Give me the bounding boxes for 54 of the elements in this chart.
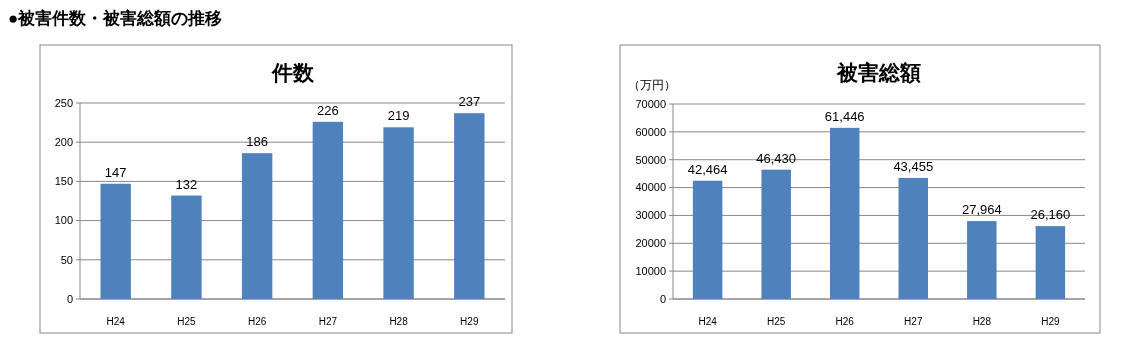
x-tick-label: H26 bbox=[247, 316, 267, 327]
x-tick-label: H24 bbox=[106, 316, 126, 327]
y-tick-label: 50000 bbox=[635, 153, 666, 166]
y-tick-label: 250 bbox=[54, 96, 73, 109]
chart-title: 件数 bbox=[270, 61, 315, 84]
bar bbox=[100, 183, 131, 299]
y-tick-label: 60000 bbox=[635, 125, 666, 138]
text: ●被害件数・被害総額の推移 bbox=[8, 9, 223, 28]
bar bbox=[454, 113, 485, 299]
x-tick-label: H27 bbox=[904, 316, 923, 327]
data-label: 219 bbox=[387, 108, 410, 124]
y-tick-label: 100 bbox=[54, 214, 73, 227]
data-label: 27,964 bbox=[961, 202, 1002, 218]
bar bbox=[383, 127, 414, 299]
data-label: 186 bbox=[246, 134, 268, 150]
bar bbox=[967, 221, 997, 299]
data-label: 147 bbox=[104, 164, 127, 180]
y-axis-title: （万円） bbox=[628, 78, 676, 92]
x-tick-label: H25 bbox=[177, 316, 197, 327]
bar bbox=[312, 121, 344, 299]
bar bbox=[1035, 226, 1066, 299]
y-tick-label: 40000 bbox=[635, 181, 666, 194]
data-label: 226 bbox=[317, 102, 339, 118]
bar bbox=[829, 127, 860, 299]
y-tick-label: 0 bbox=[66, 292, 73, 305]
data-label: 132 bbox=[175, 176, 198, 192]
bar bbox=[898, 177, 929, 299]
bar bbox=[692, 180, 723, 299]
chart-title: 被害総額 bbox=[836, 61, 921, 85]
y-tick-label: 200 bbox=[54, 136, 73, 149]
x-tick-label: H27 bbox=[318, 316, 338, 327]
bar bbox=[761, 169, 791, 299]
bar bbox=[241, 153, 273, 299]
data-label: 42,464 bbox=[687, 161, 728, 177]
x-tick-label: H28 bbox=[972, 316, 992, 327]
y-tick-label: 10000 bbox=[635, 264, 666, 277]
data-label: 61,446 bbox=[824, 108, 865, 124]
x-tick-label: H25 bbox=[766, 316, 786, 327]
x-tick-label: H26 bbox=[835, 316, 855, 327]
bar bbox=[171, 195, 202, 299]
y-tick-label: 20000 bbox=[635, 237, 666, 250]
x-tick-label: H29 bbox=[1041, 316, 1060, 327]
x-tick-label: H28 bbox=[389, 316, 409, 327]
y-tick-label: 0 bbox=[659, 292, 666, 305]
data-label: 43,455 bbox=[893, 158, 934, 174]
y-tick-label: 50 bbox=[60, 253, 73, 266]
y-tick-label: 150 bbox=[54, 175, 73, 188]
x-tick-label: H29 bbox=[460, 316, 479, 327]
data-label: 26,160 bbox=[1030, 207, 1071, 223]
y-tick-label: 30000 bbox=[635, 209, 666, 222]
y-tick-label: 70000 bbox=[635, 97, 666, 110]
data-label: 237 bbox=[458, 94, 481, 110]
x-tick-label: H24 bbox=[698, 316, 718, 327]
data-label: 46,430 bbox=[756, 150, 797, 166]
